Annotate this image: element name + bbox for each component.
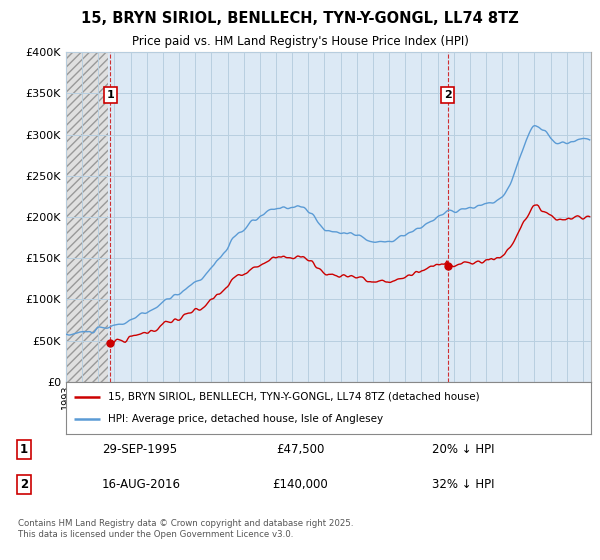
- Text: 16-AUG-2016: 16-AUG-2016: [102, 478, 181, 491]
- Text: Price paid vs. HM Land Registry's House Price Index (HPI): Price paid vs. HM Land Registry's House …: [131, 35, 469, 48]
- Text: HPI: Average price, detached house, Isle of Anglesey: HPI: Average price, detached house, Isle…: [108, 414, 383, 424]
- Text: £47,500: £47,500: [276, 443, 324, 456]
- Text: 1: 1: [107, 90, 114, 100]
- Text: 20% ↓ HPI: 20% ↓ HPI: [432, 443, 494, 456]
- Text: £140,000: £140,000: [272, 478, 328, 491]
- Text: 29-SEP-1995: 29-SEP-1995: [102, 443, 177, 456]
- Text: Contains HM Land Registry data © Crown copyright and database right 2025.
This d: Contains HM Land Registry data © Crown c…: [18, 520, 353, 539]
- Text: 2: 2: [20, 478, 28, 491]
- Bar: [66, 52, 108, 382]
- Text: 15, BRYN SIRIOL, BENLLECH, TYN-Y-GONGL, LL74 8TZ: 15, BRYN SIRIOL, BENLLECH, TYN-Y-GONGL, …: [81, 11, 519, 26]
- Text: 15, BRYN SIRIOL, BENLLECH, TYN-Y-GONGL, LL74 8TZ (detached house): 15, BRYN SIRIOL, BENLLECH, TYN-Y-GONGL, …: [108, 391, 479, 402]
- Text: 32% ↓ HPI: 32% ↓ HPI: [432, 478, 494, 491]
- Text: 1: 1: [20, 443, 28, 456]
- Text: 2: 2: [443, 90, 451, 100]
